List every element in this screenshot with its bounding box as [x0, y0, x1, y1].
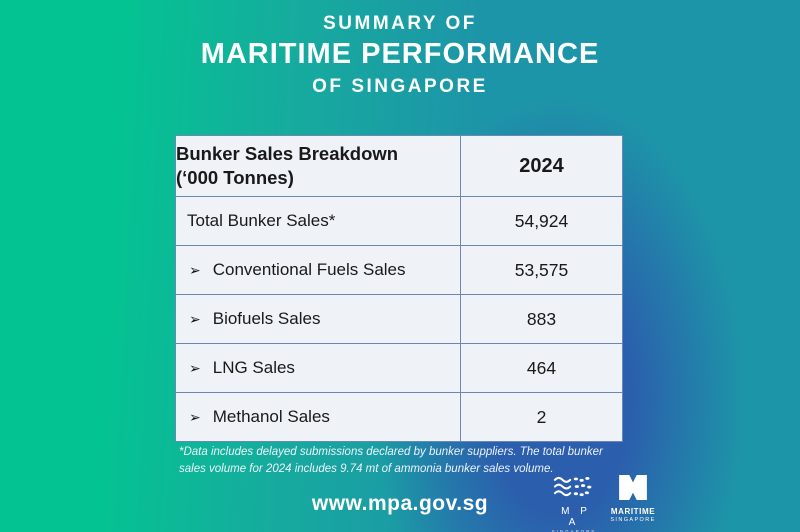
arrow-bullet-icon: ➢: [189, 261, 201, 278]
maritime-logo-line2: SINGAPORE: [610, 517, 656, 523]
mpa-logo: M P A SINGAPORE: [549, 475, 599, 532]
maritime-logo-line1: MARITIME: [610, 507, 656, 516]
table-header-label: Bunker Sales Breakdown (‘000 Tonnes): [176, 136, 460, 196]
table-header-year: 2024: [461, 136, 622, 196]
table-row-conventional-value: 53,575: [461, 246, 622, 294]
arrow-bullet-icon: ➢: [189, 408, 201, 425]
row-label: LNG Sales: [212, 358, 295, 377]
mpa-logo-acronym: M P A: [561, 506, 591, 528]
table-row-lng-label: ➢ LNG Sales: [176, 344, 460, 392]
maritime-m-emblem-icon: [619, 475, 647, 504]
row-label: Methanol Sales: [212, 407, 330, 426]
table-row-conventional-label: ➢ Conventional Fuels Sales: [176, 246, 460, 294]
arrow-bullet-icon: ➢: [189, 359, 201, 376]
title-line-1: SUMMARY OF: [323, 13, 477, 34]
maritime-singapore-logo: MARITIME SINGAPORE: [604, 475, 662, 523]
table-row-methanol-value: 2: [461, 393, 622, 441]
row-label: Conventional Fuels Sales: [212, 260, 406, 279]
title-block: SUMMARY OF MARITIME PERFORMANCE OF SINGA…: [0, 13, 800, 98]
table-row-total-label: Total Bunker Sales*: [176, 197, 460, 245]
row-label: Biofuels Sales: [212, 309, 321, 328]
table-row-total-value: 54,924: [461, 197, 622, 245]
row-label: Total Bunker Sales*: [187, 211, 336, 230]
table-header-title-line2: (‘000 Tonnes): [176, 167, 294, 188]
table-row-biofuels-value: 883: [461, 295, 622, 343]
mpa-logo-subtext: SINGAPORE: [551, 529, 597, 532]
page-title: MARITIME PERFORMANCE: [200, 38, 600, 70]
waves-fish-icon: [553, 476, 595, 504]
footnote: *Data includes delayed submissions decla…: [179, 446, 603, 476]
bunker-sales-table: Bunker Sales Breakdown (‘000 Tonnes) 202…: [175, 135, 623, 442]
title-line-3: OF SINGAPORE: [312, 76, 488, 97]
arrow-bullet-icon: ➢: [189, 310, 201, 327]
website-url: www.mpa.gov.sg: [311, 492, 489, 515]
table-row-lng-value: 464: [461, 344, 622, 392]
table-header-title-line1: Bunker Sales Breakdown: [176, 142, 399, 164]
table-row-biofuels-label: ➢ Biofuels Sales: [176, 295, 460, 343]
table-row-methanol-label: ➢ Methanol Sales: [176, 393, 460, 441]
